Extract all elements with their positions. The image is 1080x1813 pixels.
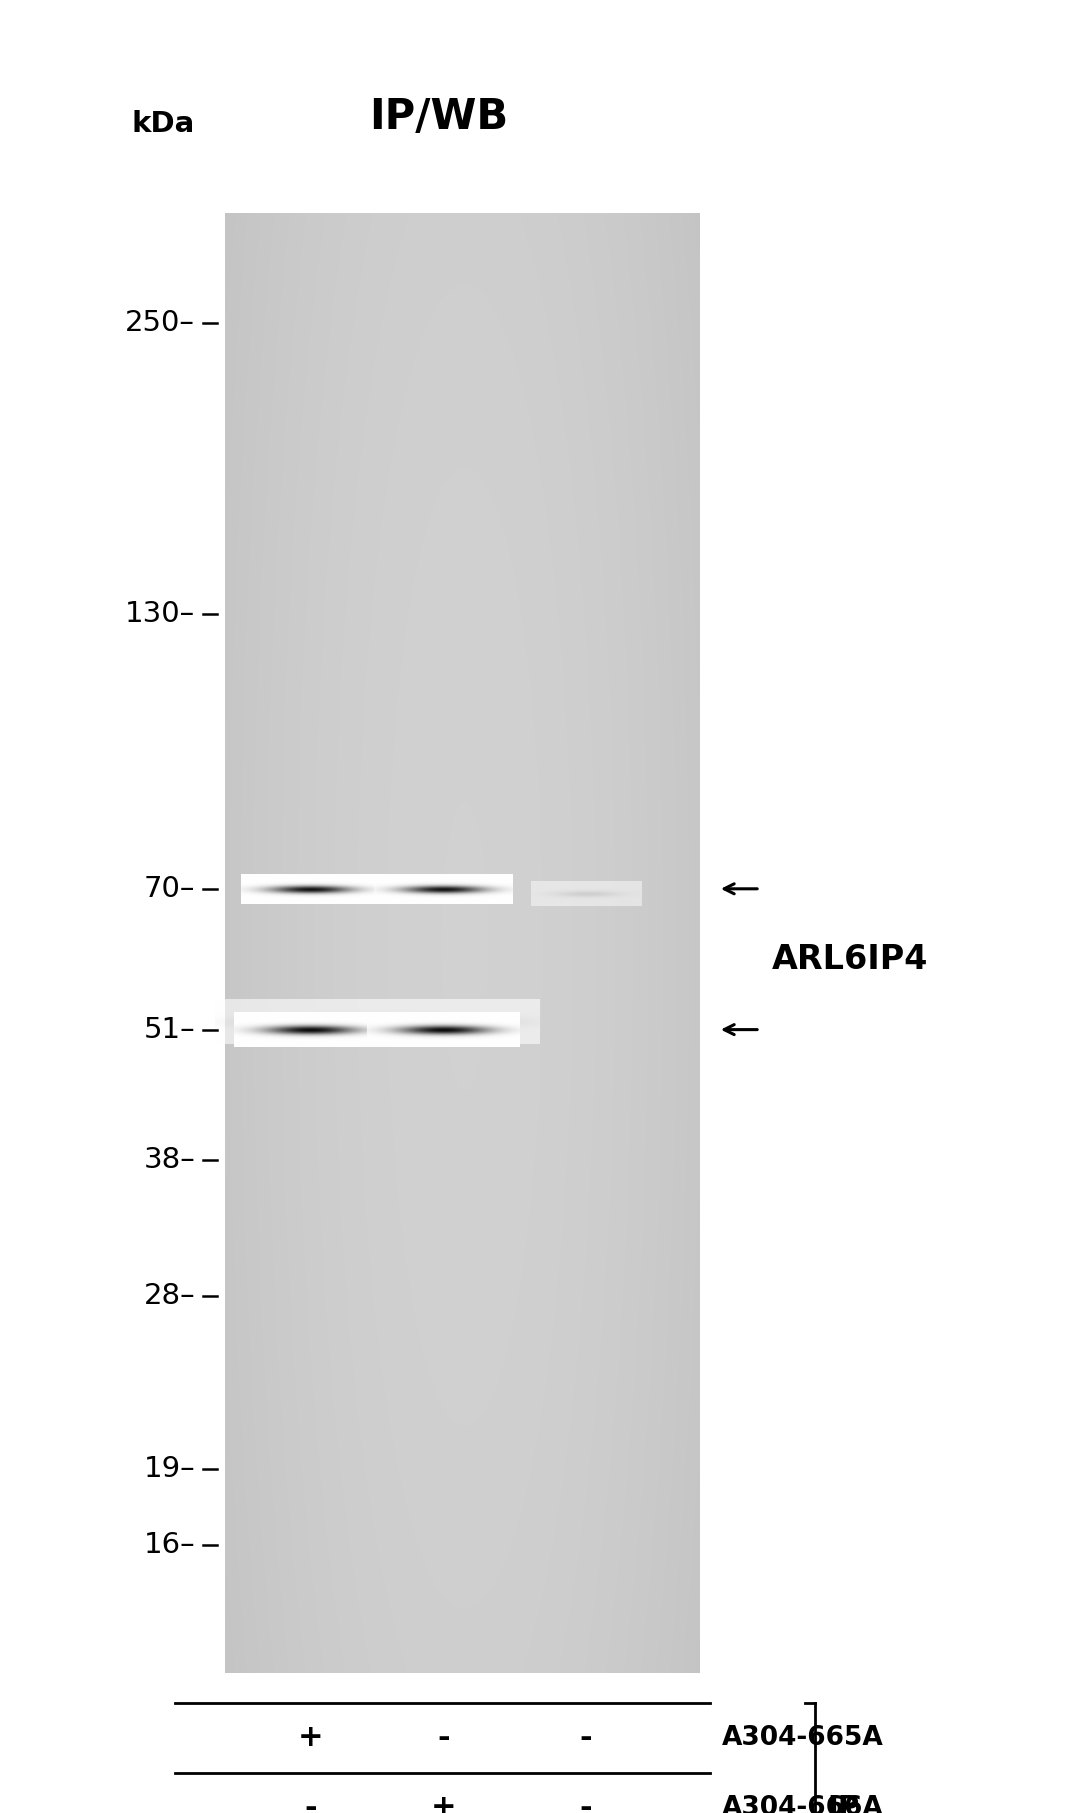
Text: A304-665A: A304-665A [723,1724,883,1751]
Text: -: - [580,1793,592,1813]
Text: IP/WB: IP/WB [369,96,509,138]
Text: IP: IP [827,1795,860,1813]
Text: -: - [437,1724,449,1753]
Text: -: - [305,1793,316,1813]
Text: 16–: 16– [144,1532,195,1559]
Text: 28–: 28– [144,1282,195,1311]
Text: 130–: 130– [125,600,195,627]
Text: +: + [298,1724,323,1753]
Text: +: + [431,1793,457,1813]
Text: 51–: 51– [144,1015,195,1044]
Text: 38–: 38– [144,1146,195,1175]
Text: kDa: kDa [132,111,195,138]
Text: 19–: 19– [144,1454,195,1483]
Text: 250–: 250– [125,308,195,337]
Text: ARL6IP4: ARL6IP4 [772,943,929,975]
Text: -: - [580,1724,592,1753]
Text: 70–: 70– [144,876,195,903]
Text: A304-666A: A304-666A [723,1795,883,1813]
